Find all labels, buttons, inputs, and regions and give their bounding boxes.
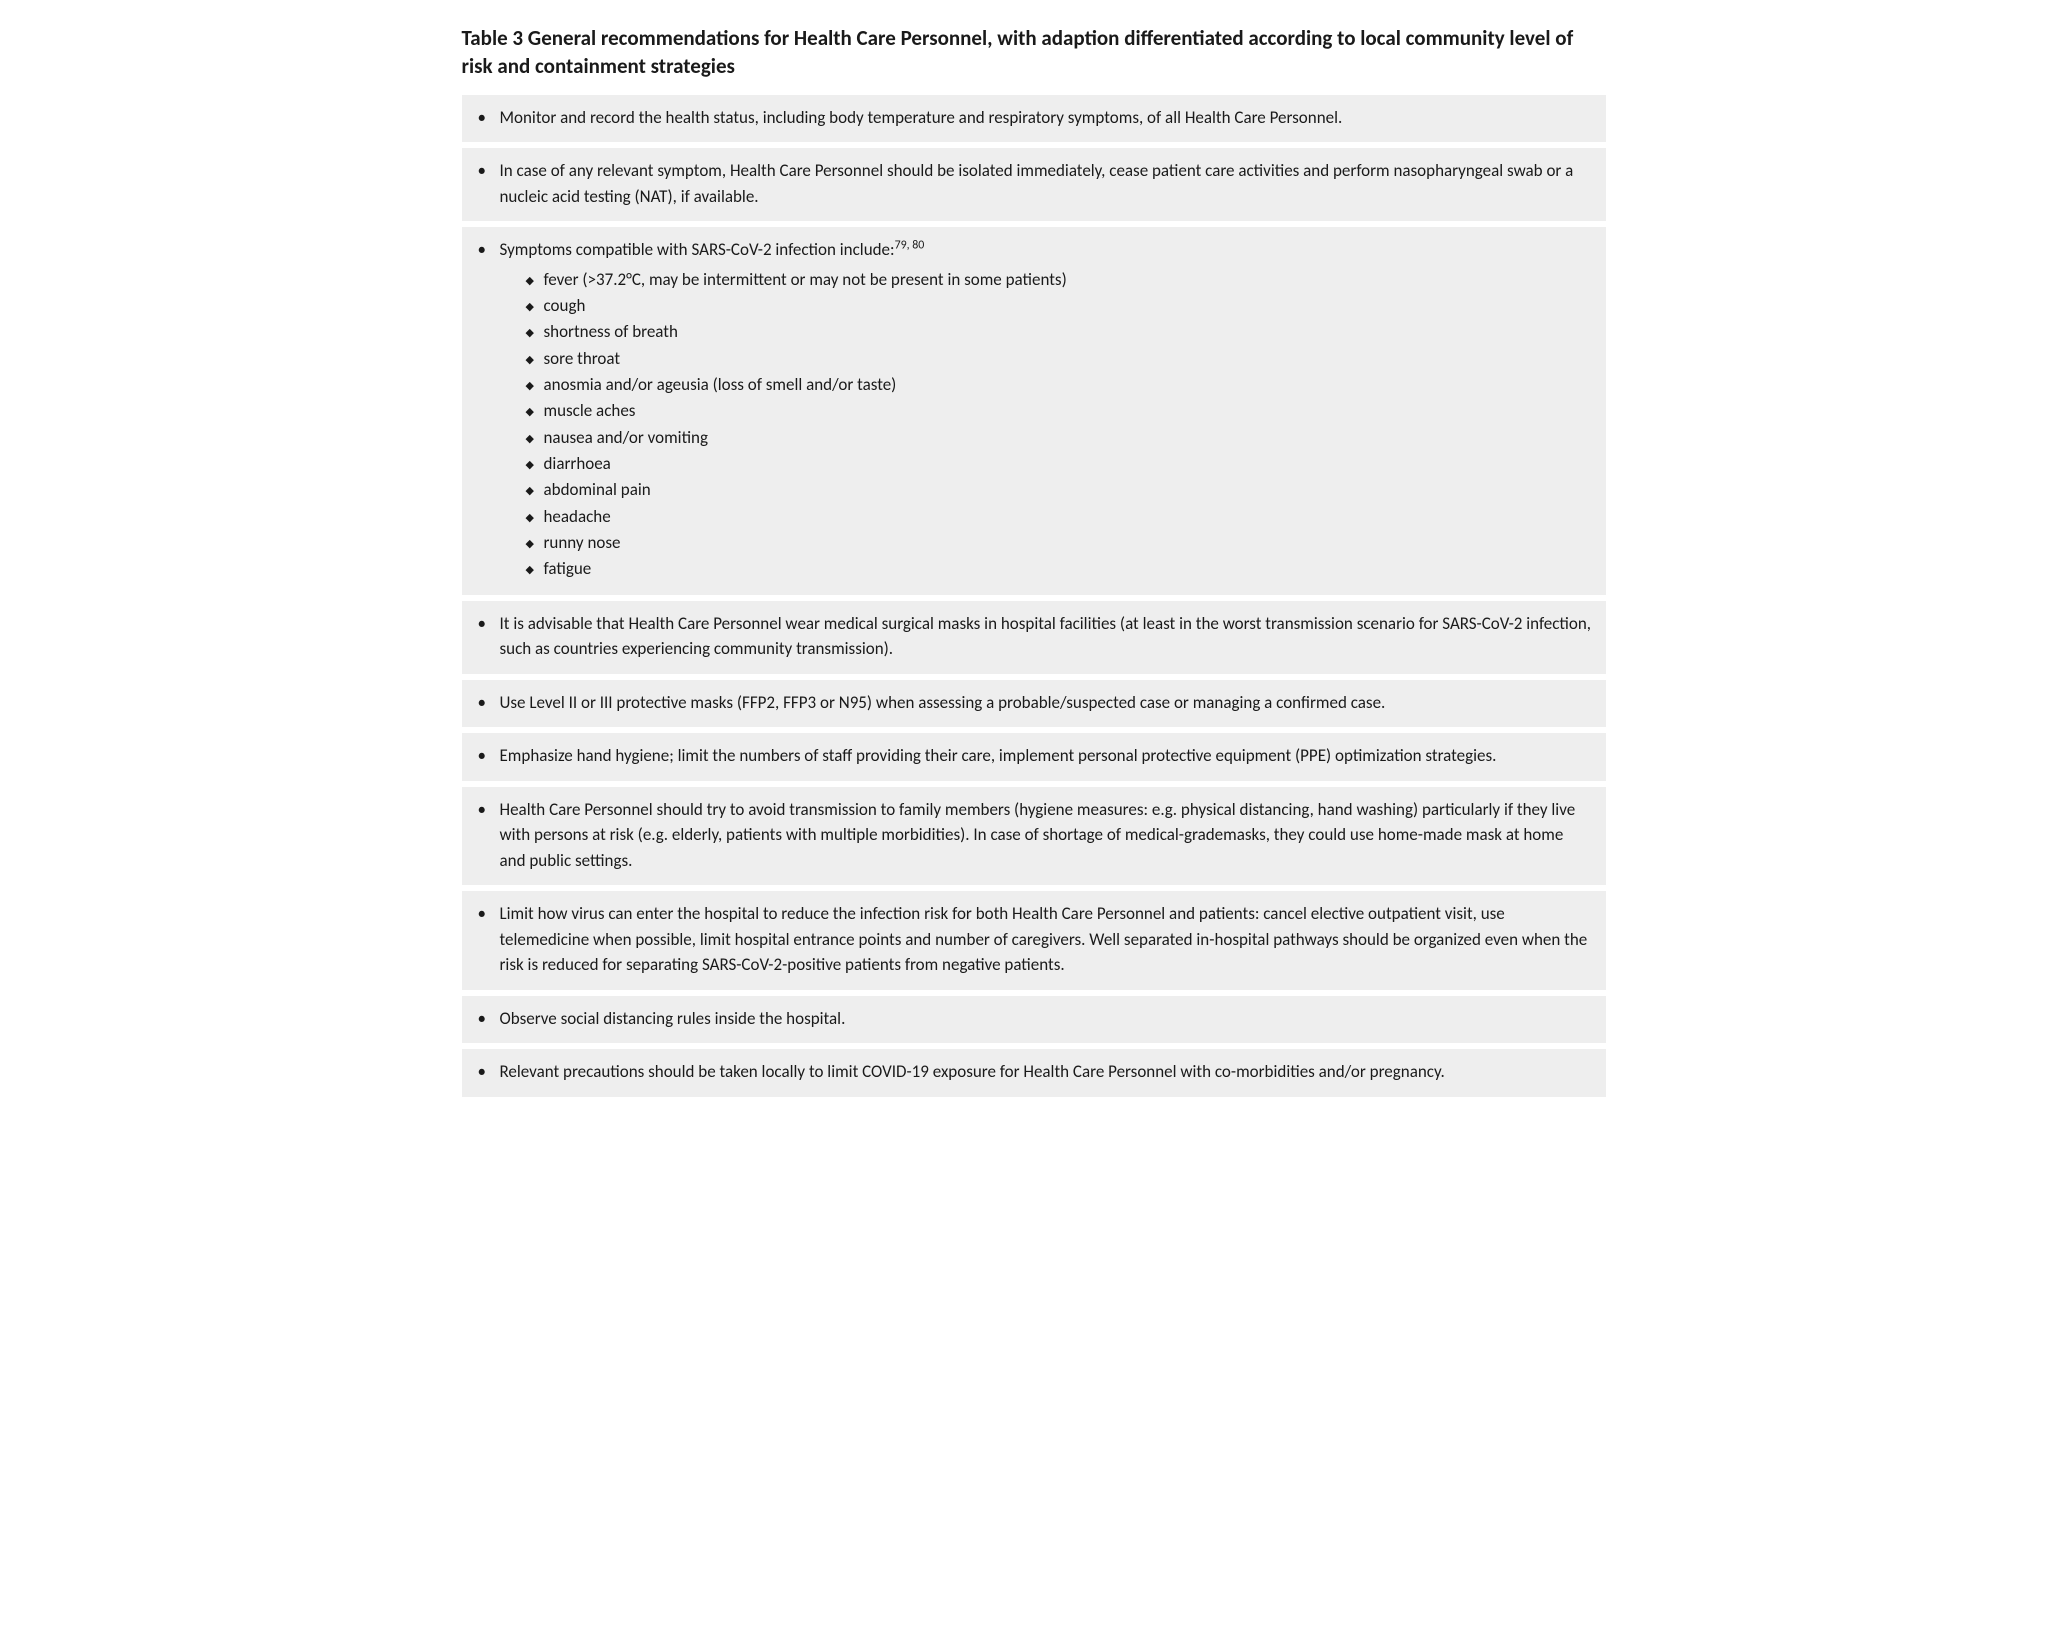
recommendation-block: •Emphasize hand hygiene; limit the numbe… xyxy=(462,733,1606,781)
recommendation-block: •Monitor and record the health status, i… xyxy=(462,95,1606,143)
recommendation-block: •Limit how virus can enter the hospital … xyxy=(462,891,1606,990)
recommendation-text: Monitor and record the health status, in… xyxy=(500,105,1592,131)
recommendation-block: •Health Care Personnel should try to avo… xyxy=(462,787,1606,886)
diamond-icon: ◆ xyxy=(526,372,544,394)
recommendation-text: In case of any relevant symptom, Health … xyxy=(500,158,1592,209)
list-item: •It is advisable that Health Care Person… xyxy=(476,611,1592,662)
symptom-item: ◆headache xyxy=(526,504,1592,530)
symptom-text: anosmia and/or ageusia (loss of smell an… xyxy=(544,372,897,398)
bullet-icon: • xyxy=(476,611,500,637)
diamond-icon: ◆ xyxy=(526,293,544,315)
recommendation-block: •Observe social distancing rules inside … xyxy=(462,996,1606,1044)
diamond-icon: ◆ xyxy=(526,556,544,578)
recommendation-text: Observe social distancing rules inside t… xyxy=(500,1006,1592,1032)
diamond-icon: ◆ xyxy=(526,477,544,499)
bullet-icon: • xyxy=(476,743,500,769)
recommendation-list: •Monitor and record the health status, i… xyxy=(462,95,1606,1097)
symptom-text: cough xyxy=(544,293,586,319)
list-item: •In case of any relevant symptom, Health… xyxy=(476,158,1592,209)
diamond-icon: ◆ xyxy=(526,530,544,552)
diamond-icon: ◆ xyxy=(526,346,544,368)
symptom-item: ◆fever (>37.2°C, may be intermittent or … xyxy=(526,267,1592,293)
list-item: •Use Level II or III protective masks (F… xyxy=(476,690,1592,716)
recommendation-text: Relevant precautions should be taken loc… xyxy=(500,1059,1592,1085)
bullet-icon: • xyxy=(476,797,500,823)
recommendation-block: •Symptoms compatible with SARS-CoV-2 inf… xyxy=(462,227,1606,595)
recommendation-text: It is advisable that Health Care Personn… xyxy=(500,611,1592,662)
list-item: •Relevant precautions should be taken lo… xyxy=(476,1059,1592,1085)
symptom-text: diarrhoea xyxy=(544,451,611,477)
list-item: •Health Care Personnel should try to avo… xyxy=(476,797,1592,874)
recommendation-block: •Relevant precautions should be taken lo… xyxy=(462,1049,1606,1097)
symptom-text: nausea and/or vomiting xyxy=(544,425,709,451)
bullet-icon: • xyxy=(476,1006,500,1032)
recommendation-block: •It is advisable that Health Care Person… xyxy=(462,601,1606,674)
symptom-item: ◆fatigue xyxy=(526,556,1592,582)
bullet-icon: • xyxy=(476,158,500,184)
diamond-icon: ◆ xyxy=(526,425,544,447)
recommendation-text: Health Care Personnel should try to avoi… xyxy=(500,797,1592,874)
bullet-icon: • xyxy=(476,690,500,716)
symptom-text: runny nose xyxy=(544,530,621,556)
recommendation-text: Use Level II or III protective masks (FF… xyxy=(500,690,1592,716)
citation-superscript: 79, 80 xyxy=(895,239,925,253)
symptom-sublist: ◆fever (>37.2°C, may be intermittent or … xyxy=(476,267,1592,583)
diamond-icon: ◆ xyxy=(526,319,544,341)
diamond-icon: ◆ xyxy=(526,451,544,473)
list-item: •Limit how virus can enter the hospital … xyxy=(476,901,1592,978)
recommendation-block: •Use Level II or III protective masks (F… xyxy=(462,680,1606,728)
symptom-text: fatigue xyxy=(544,556,592,582)
symptom-text: abdominal pain xyxy=(544,477,651,503)
page: Table 3 General recommendations for Heal… xyxy=(434,0,1634,1143)
symptom-item: ◆runny nose xyxy=(526,530,1592,556)
symptom-item: ◆nausea and/or vomiting xyxy=(526,425,1592,451)
diamond-icon: ◆ xyxy=(526,504,544,526)
symptom-item: ◆muscle aches xyxy=(526,398,1592,424)
table-title: Table 3 General recommendations for Heal… xyxy=(462,24,1606,81)
symptom-text: sore throat xyxy=(544,346,621,372)
list-item: •Monitor and record the health status, i… xyxy=(476,105,1592,131)
diamond-icon: ◆ xyxy=(526,267,544,289)
bullet-icon: • xyxy=(476,237,500,263)
symptom-item: ◆diarrhoea xyxy=(526,451,1592,477)
symptom-text: muscle aches xyxy=(544,398,636,424)
bullet-icon: • xyxy=(476,1059,500,1085)
recommendation-block: •In case of any relevant symptom, Health… xyxy=(462,148,1606,221)
symptom-text: shortness of breath xyxy=(544,319,678,345)
symptom-item: ◆abdominal pain xyxy=(526,477,1592,503)
symptom-item: ◆sore throat xyxy=(526,346,1592,372)
diamond-icon: ◆ xyxy=(526,398,544,420)
list-item: •Symptoms compatible with SARS-CoV-2 inf… xyxy=(476,237,1592,263)
symptom-item: ◆shortness of breath xyxy=(526,319,1592,345)
bullet-icon: • xyxy=(476,901,500,927)
list-item: •Observe social distancing rules inside … xyxy=(476,1006,1592,1032)
symptom-text: fever (>37.2°C, may be intermittent or m… xyxy=(544,267,1067,293)
recommendation-text: Symptoms compatible with SARS-CoV-2 infe… xyxy=(500,237,1592,263)
symptom-text: headache xyxy=(544,504,611,530)
bullet-icon: • xyxy=(476,105,500,131)
symptom-item: ◆anosmia and/or ageusia (loss of smell a… xyxy=(526,372,1592,398)
recommendation-text: Limit how virus can enter the hospital t… xyxy=(500,901,1592,978)
list-item: •Emphasize hand hygiene; limit the numbe… xyxy=(476,743,1592,769)
recommendation-text: Emphasize hand hygiene; limit the number… xyxy=(500,743,1592,769)
symptom-item: ◆cough xyxy=(526,293,1592,319)
